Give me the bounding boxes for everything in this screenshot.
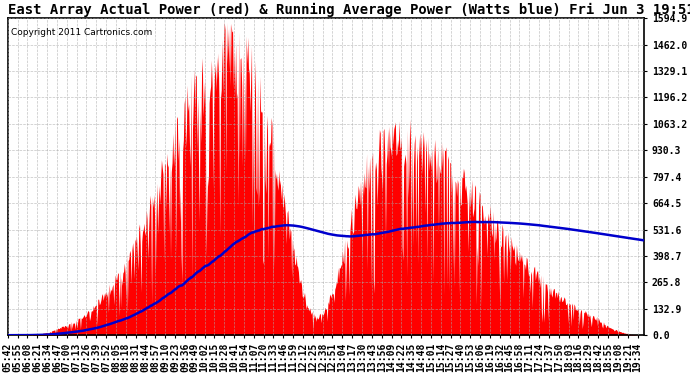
Text: Copyright 2011 Cartronics.com: Copyright 2011 Cartronics.com	[11, 28, 152, 37]
Text: East Array Actual Power (red) & Running Average Power (Watts blue) Fri Jun 3 19:: East Array Actual Power (red) & Running …	[8, 3, 690, 17]
